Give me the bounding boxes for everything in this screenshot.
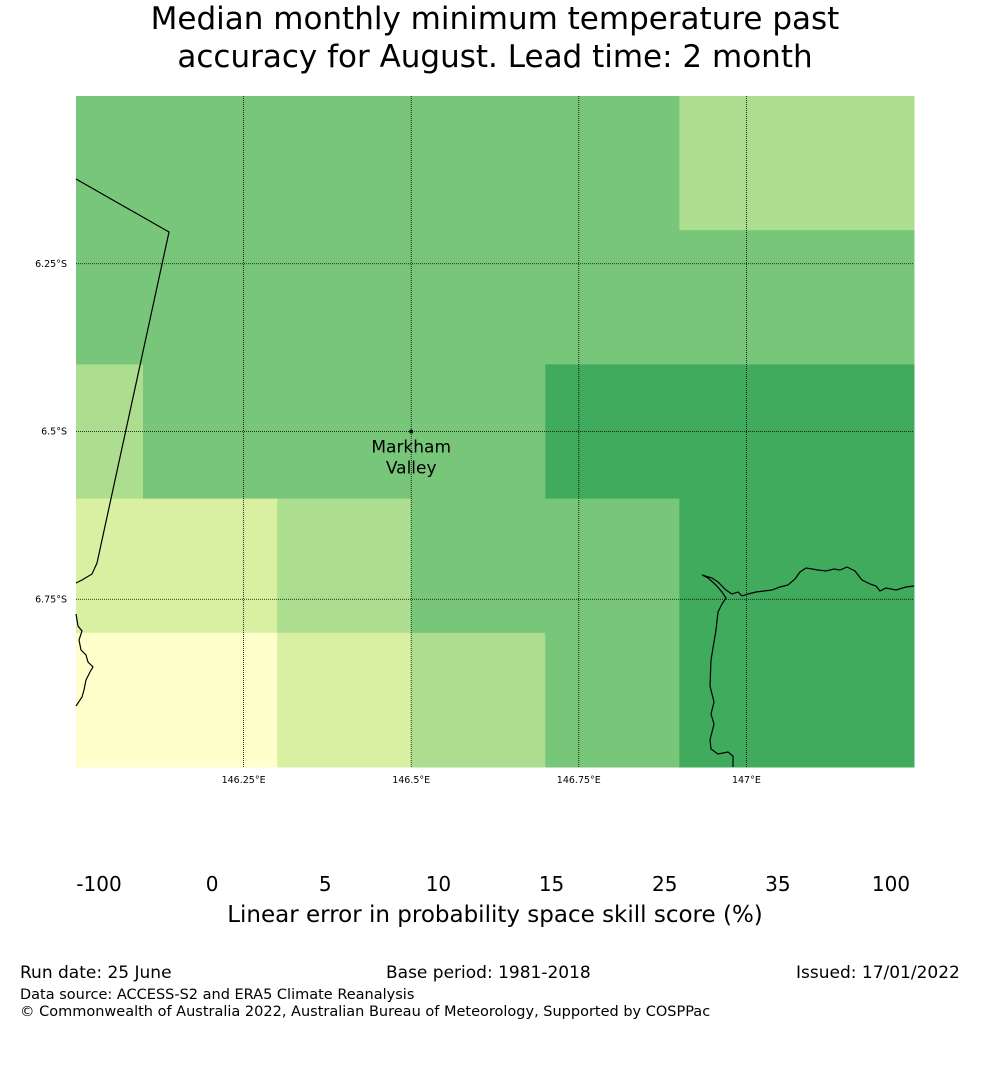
skill-cell-10 <box>277 498 412 634</box>
colorbar-label: 35 <box>765 872 791 896</box>
lat-tick-label: 6.5°S <box>41 427 67 438</box>
map-plot: Markham Valley 146.25°E 146.5°E 146.75°E 14… <box>35 96 915 786</box>
colorbar-label: 5 <box>318 872 332 896</box>
colorbar-title: Linear error in probability space skill … <box>227 902 763 928</box>
lat-tick-label: 6.75°S <box>35 594 67 605</box>
title-line-2: accuracy for August. Lead time: 2 month <box>177 39 813 75</box>
colorbar-label: 0 <box>205 872 219 896</box>
skill-cell-2 <box>545 96 680 231</box>
lon-tick-label: 147°E <box>732 775 761 786</box>
chart-title: Median monthly minimum temperature past … <box>0 0 990 76</box>
skill-cell-4 <box>76 230 680 365</box>
colorbar-label: 100 <box>871 872 911 896</box>
skill-cell-14 <box>277 632 412 768</box>
title-line-1: Median monthly minimum temperature past <box>150 1 840 37</box>
skill-cell-3 <box>679 96 915 231</box>
colorbar-label: -100 <box>76 872 122 896</box>
skill-cell-11 <box>411 498 680 634</box>
skill-cell-12 <box>679 498 915 634</box>
location-marker: Markham Valley <box>371 429 451 479</box>
skill-cell-13 <box>76 632 278 768</box>
border-line <box>75 178 170 584</box>
lon-tick-label: 146.25°E <box>222 775 266 786</box>
skill-cell-16 <box>545 632 680 768</box>
coastline <box>75 178 915 767</box>
location-label-line2: Valley <box>386 459 437 479</box>
skill-cell-17 <box>679 632 915 768</box>
skill-cell-1 <box>411 96 546 231</box>
coastline-west <box>75 613 94 707</box>
base-period: Base period: 1981-2018 <box>386 963 591 983</box>
copyright: © Commonwealth of Australia 2022, Austra… <box>20 1004 711 1020</box>
colorbar-label: 10 <box>425 872 452 896</box>
axis-tick-labels: 146.25°E 146.5°E 146.75°E 147°E 6.25°S 6.5°S 6… <box>35 259 761 786</box>
colorbar-label: 25 <box>651 872 678 896</box>
location-dot <box>409 429 414 434</box>
data-source: Data source: ACCESS-S2 and ERA5 Climate … <box>20 987 415 1003</box>
coastline-east <box>701 566 915 767</box>
location-label-line1: Markham <box>371 438 451 458</box>
graticule <box>76 96 914 767</box>
lat-tick-label: 6.25°S <box>35 259 67 270</box>
skill-cell-9 <box>76 498 278 634</box>
colorbar-label: 15 <box>538 872 565 896</box>
skill-cell-15 <box>411 632 546 768</box>
run-date: Run date: 25 June <box>20 963 172 983</box>
lon-tick-label: 146.75°E <box>557 775 601 786</box>
skill-cell-5 <box>679 230 915 365</box>
issued-date: Issued: 17/01/2022 <box>796 963 960 983</box>
lon-tick-label: 146.5°E <box>392 775 430 786</box>
